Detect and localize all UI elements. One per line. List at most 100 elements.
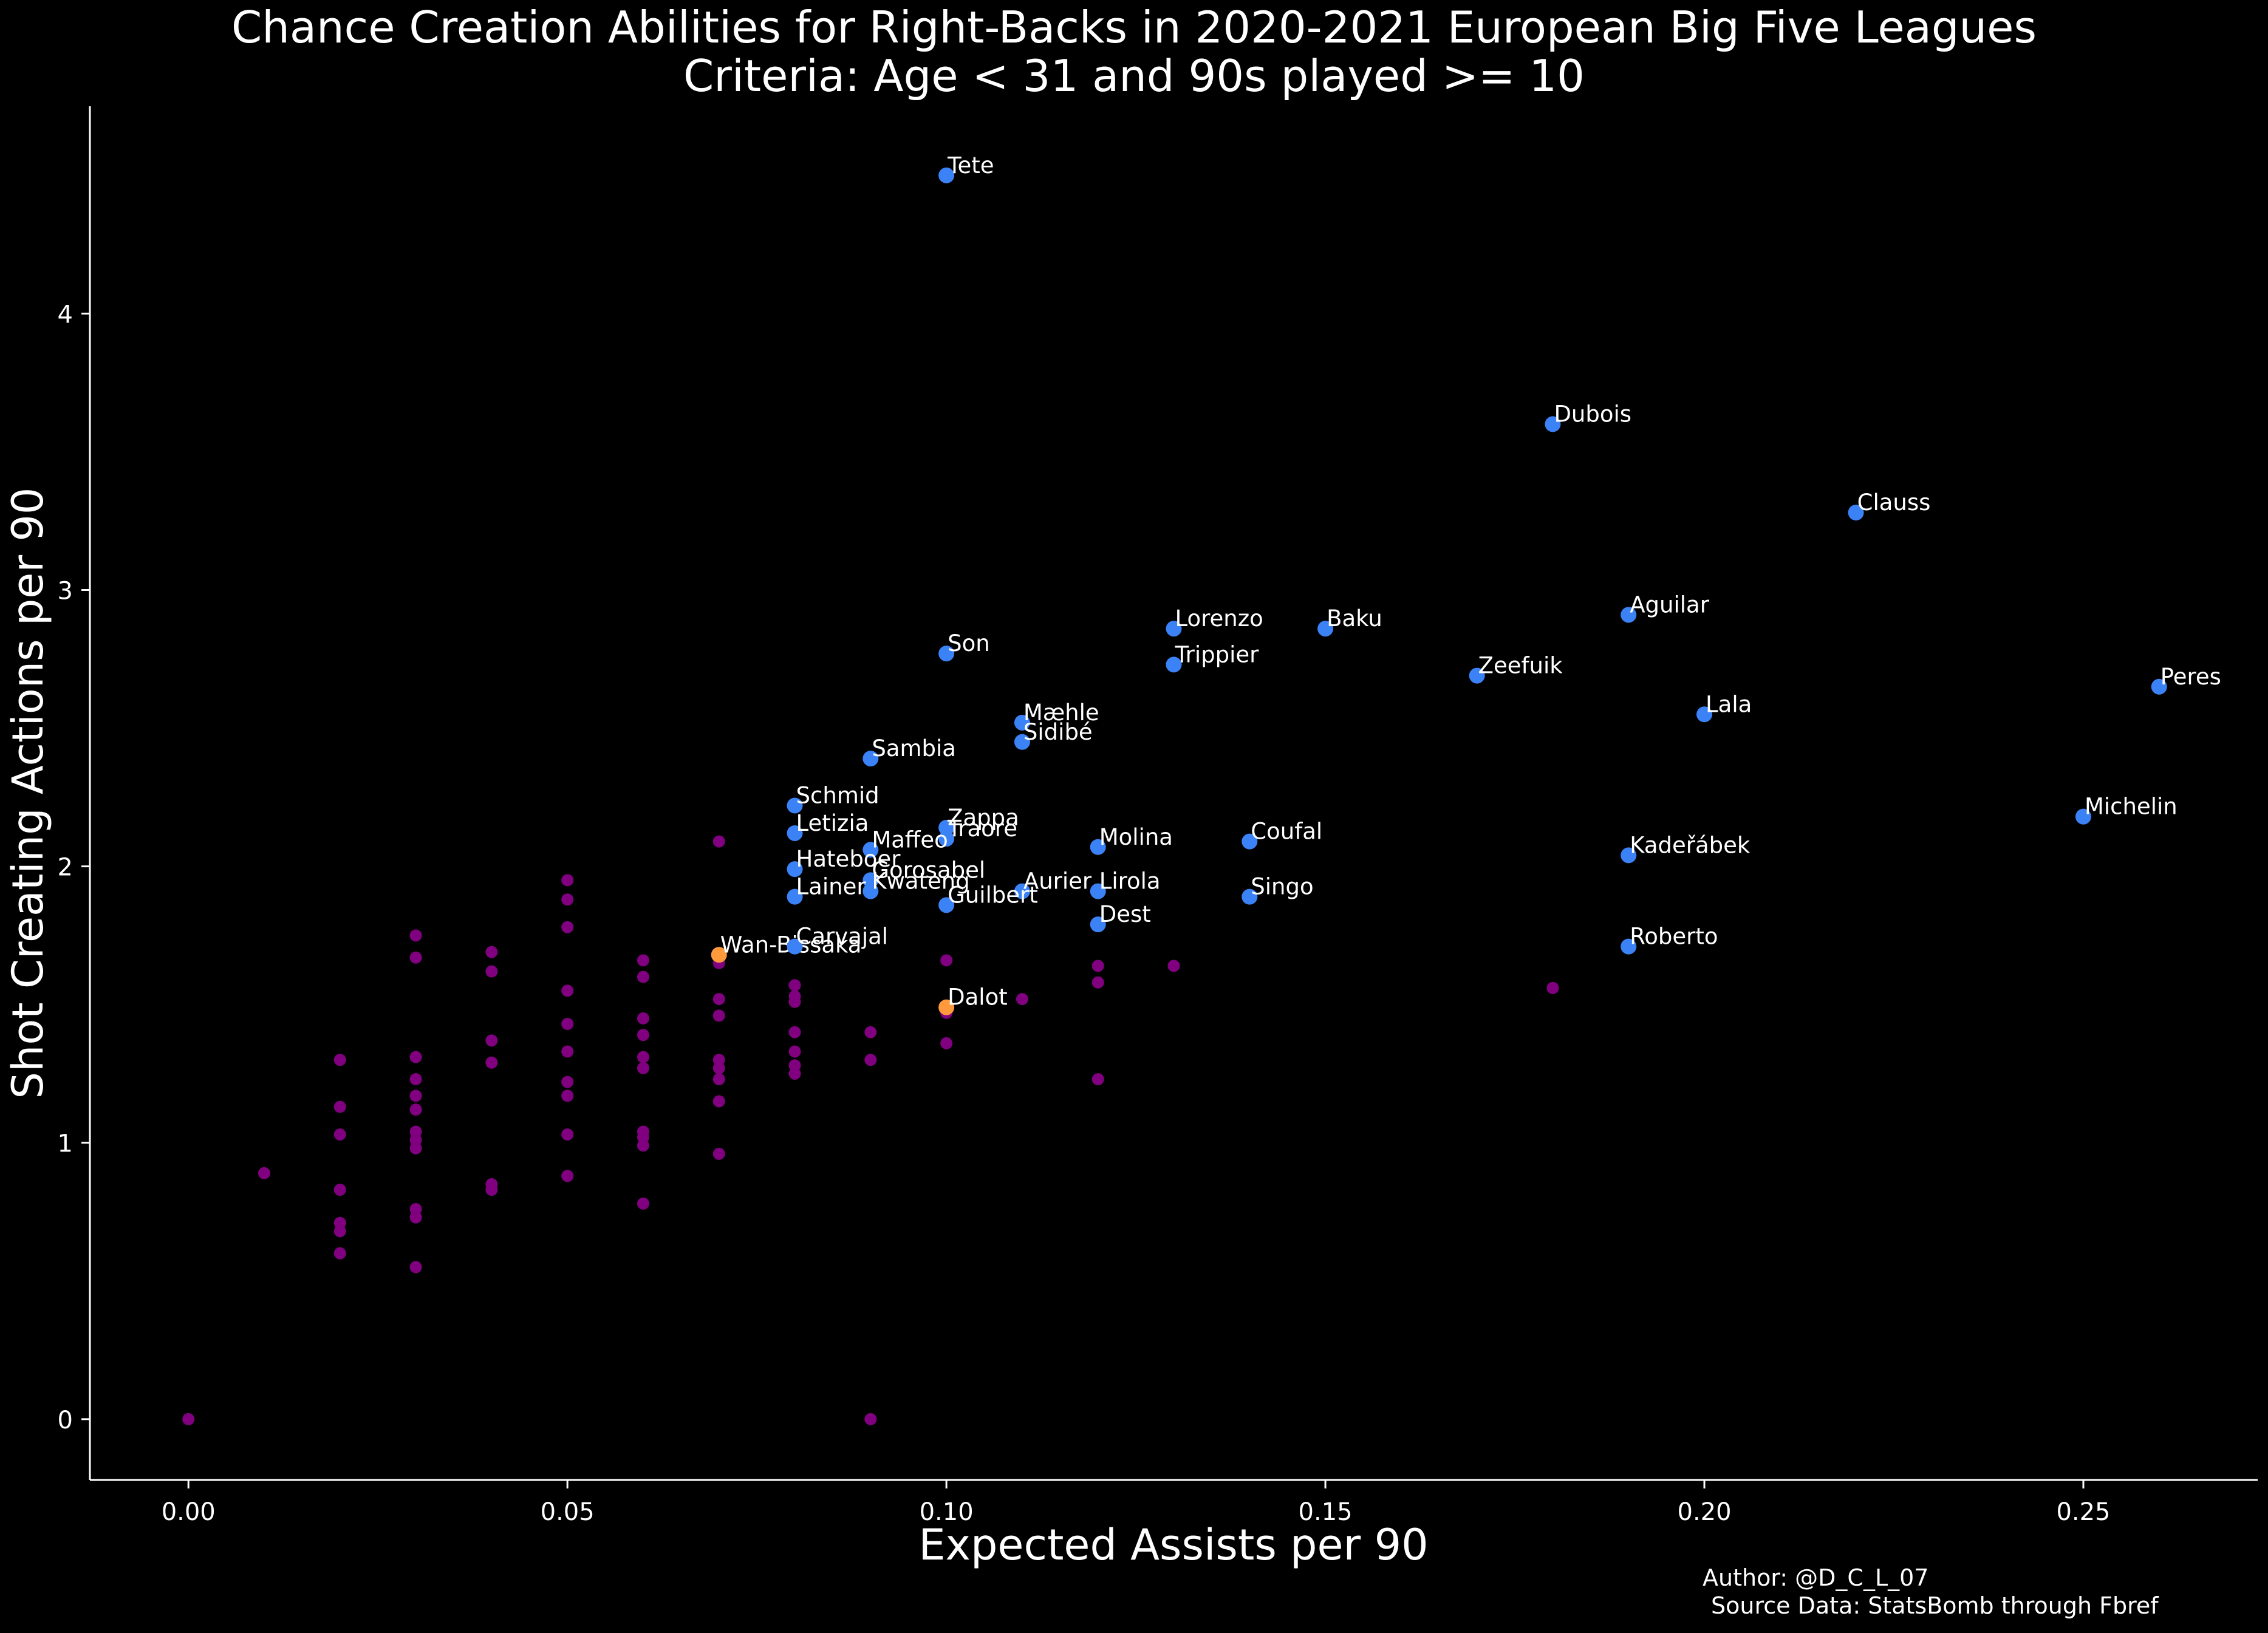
player-point <box>712 1095 725 1108</box>
player-point <box>561 921 574 933</box>
player-point <box>1167 960 1180 972</box>
highlighted-player-point <box>862 883 879 899</box>
highlighted-player-point <box>1621 607 1637 623</box>
y-tick-label: 3 <box>58 577 73 605</box>
player-point <box>1091 960 1104 972</box>
player-point <box>712 835 725 848</box>
x-tick-label: 0.15 <box>1299 1498 1353 1526</box>
highlighted-player-label: Lainer <box>796 874 867 900</box>
y-tick-label: 4 <box>58 301 73 329</box>
special-player-point <box>938 999 955 1015</box>
y-axis-label: Shot Creating Actions per 90 <box>3 488 53 1099</box>
player-point <box>637 1051 649 1063</box>
player-point <box>561 1045 574 1058</box>
highlighted-player-label: Clauss <box>1857 489 1931 516</box>
axes <box>89 106 2258 1481</box>
player-point <box>561 1128 574 1141</box>
player-point <box>485 946 498 958</box>
highlighted-player-label: Zappa <box>948 805 1019 831</box>
highlighted-player-point <box>862 751 879 767</box>
highlighted-player-point <box>1848 505 1864 521</box>
player-point <box>409 1211 422 1224</box>
player-point <box>561 1076 574 1088</box>
player-point <box>561 874 574 887</box>
highlighted-player-point <box>938 167 955 183</box>
highlighted-player-point <box>1014 714 1030 731</box>
highlighted-player-label: Roberto <box>1630 924 1718 950</box>
highlighted-player-point <box>1166 656 1182 673</box>
player-point <box>1091 976 1104 989</box>
player-point <box>637 1029 649 1042</box>
special-player-label: Dalot <box>948 984 1008 1011</box>
y-tick-label: 0 <box>58 1406 73 1434</box>
highlighted-player-label: Dest <box>1099 901 1151 927</box>
player-point <box>409 1073 422 1086</box>
player-point <box>788 979 801 992</box>
player-point <box>333 1128 346 1141</box>
highlighted-player-label: Singo <box>1251 874 1313 900</box>
highlighted-player-label: Tete <box>947 152 994 179</box>
highlighted-player-label: Hateboer <box>796 846 901 872</box>
player-point <box>409 1103 422 1116</box>
highlighted-player-label: Trippier <box>1175 641 1260 667</box>
player-point <box>409 1089 422 1102</box>
highlighted-player-point <box>1469 667 1485 684</box>
highlighted-player-label: Mæhle <box>1023 700 1099 726</box>
player-point <box>788 995 801 1008</box>
player-point <box>182 1413 195 1425</box>
highlighted-player-label: Lorenzo <box>1175 605 1263 632</box>
highlighted-player-point <box>862 872 879 888</box>
special-player-point <box>711 947 727 963</box>
player-point <box>788 1067 801 1080</box>
highlighted-player-point <box>1166 621 1182 637</box>
highlighted-player-point <box>1242 833 1258 850</box>
highlighted-player-label: Guilbert <box>948 882 1038 908</box>
player-point <box>712 993 725 1006</box>
player-point <box>485 1056 498 1069</box>
player-point <box>409 951 422 964</box>
highlighted-player-label: Lirola <box>1099 868 1161 895</box>
highlighted-player-point <box>1242 888 1258 905</box>
chart-title-line1: Chance Creation Abilities for Right-Back… <box>231 2 2037 53</box>
player-point <box>712 1009 725 1022</box>
highlighted-player-point <box>2075 808 2091 825</box>
y-tick-label: 2 <box>58 854 73 882</box>
highlighted-player-label: Kadeřábek <box>1630 832 1751 858</box>
player-point <box>864 1026 877 1038</box>
highlighted-player-point <box>938 897 955 913</box>
player-point <box>409 1261 422 1273</box>
player-point <box>485 1034 498 1047</box>
player-point <box>637 1197 649 1210</box>
player-point <box>788 1045 801 1058</box>
highlighted-player-label: Carvajal <box>796 924 889 950</box>
highlighted-player-label: Letizia <box>796 810 869 836</box>
highlighted-player-point <box>1317 621 1334 637</box>
player-point <box>333 1100 346 1113</box>
player-point <box>485 965 498 978</box>
highlighted-player-label: Schmid <box>796 782 880 808</box>
highlighted-player-point <box>862 842 879 858</box>
highlighted-player-point <box>1545 416 1561 432</box>
highlighted-player-label: Michelin <box>2085 794 2177 820</box>
highlighted-player-label: Sidibé <box>1023 719 1093 745</box>
player-point <box>409 1142 422 1154</box>
highlighted-player-point <box>1014 883 1030 899</box>
player-point <box>561 893 574 906</box>
highlighted-player-point <box>1014 734 1030 750</box>
highlighted-player-point <box>1621 847 1637 864</box>
player-point <box>1546 981 1559 994</box>
highlighted-player-label: Baku <box>1327 605 1382 632</box>
highlighted-player-point <box>938 646 955 662</box>
player-point <box>561 1089 574 1102</box>
highlighted-player-point <box>1090 839 1106 855</box>
highlighted-player-label: Molina <box>1099 824 1173 850</box>
player-point <box>637 954 649 967</box>
player-point <box>409 929 422 942</box>
x-tick-label: 0.05 <box>541 1498 595 1526</box>
highlighted-player-point <box>1090 883 1106 899</box>
chart-title-line2: Criteria: Age < 31 and 90s played >= 10 <box>683 50 1585 101</box>
player-point <box>788 1026 801 1038</box>
player-point <box>940 1037 953 1049</box>
player-point <box>561 984 574 997</box>
